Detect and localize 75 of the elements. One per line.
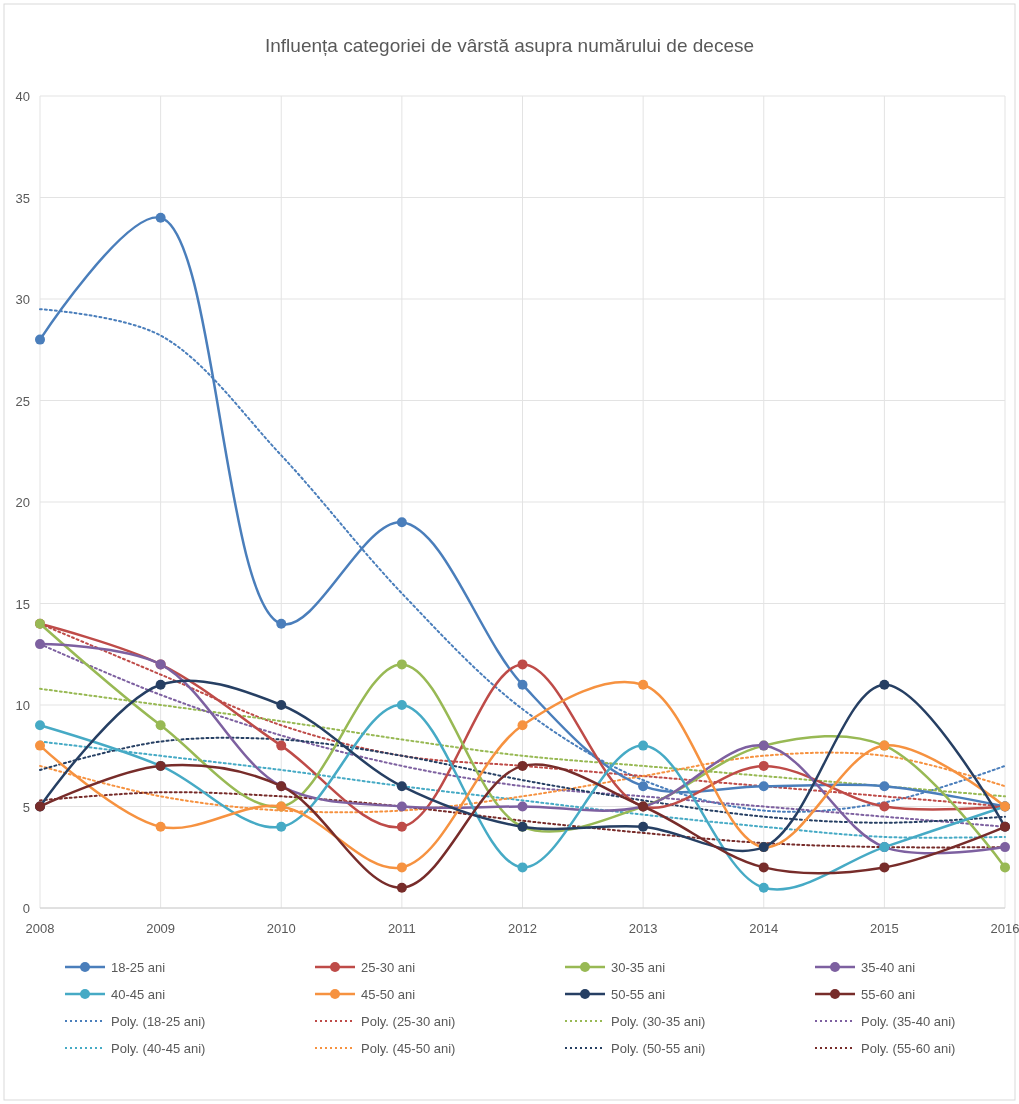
point [638, 679, 649, 690]
point [638, 740, 649, 751]
legend-label: Poly. (18-25 ani) [111, 1014, 206, 1029]
point [396, 821, 407, 832]
point [517, 720, 528, 731]
point [396, 862, 407, 873]
point [155, 679, 166, 690]
x-tick-label: 2012 [508, 921, 537, 936]
point [517, 659, 528, 670]
point [517, 679, 528, 690]
point [758, 760, 769, 771]
x-tick-label: 2008 [25, 921, 55, 936]
point [155, 720, 166, 731]
point [35, 740, 45, 751]
point [879, 679, 890, 690]
legend-label: Poly. (50-55 ani) [611, 1041, 706, 1056]
point [758, 781, 769, 792]
legend-label: 18-25 ani [111, 960, 166, 975]
point [276, 618, 287, 629]
x-tick-label: 2015 [869, 921, 899, 936]
point [396, 882, 407, 893]
point [396, 659, 407, 670]
y-tick-label: 30 [15, 292, 30, 307]
y-tick-label: 35 [15, 190, 30, 206]
point [879, 862, 890, 873]
point [396, 801, 407, 812]
legend-label: Poly. (25-30 ani) [361, 1014, 456, 1029]
point [396, 517, 407, 528]
point [1000, 862, 1010, 873]
point [638, 821, 649, 832]
x-tick-label: 2016 [990, 921, 1019, 936]
legend-label: 50-55 ani [611, 987, 666, 1002]
point [35, 639, 45, 650]
y-tick-label: 10 [15, 698, 30, 713]
chart-title: Influența categoriei de vârstă asupra numărului de decese [264, 35, 755, 56]
legend-label: 55-60 ani [861, 987, 916, 1002]
x-tick-label: 2010 [266, 921, 296, 936]
point [396, 700, 407, 710]
point [517, 801, 528, 812]
point [396, 781, 407, 792]
point [758, 862, 769, 873]
legend-label: 25-30 ani [361, 960, 416, 975]
point [35, 720, 45, 731]
legend-label: Poly. (35-40 ani) [861, 1014, 956, 1029]
legend-label: 45-50 ani [361, 987, 416, 1002]
point [638, 781, 649, 792]
point [517, 760, 528, 771]
legend-label: Poly. (40-45 ani) [111, 1041, 206, 1056]
y-tick-label: 15 [15, 596, 30, 612]
point [155, 212, 166, 223]
y-tick-label: 5 [22, 799, 30, 815]
point [1000, 842, 1010, 853]
x-tick-label: 2009 [146, 921, 176, 936]
point [879, 781, 890, 792]
point [155, 821, 166, 832]
legend-label: Poly. (45-50 ani) [361, 1041, 456, 1056]
point [276, 700, 287, 710]
legend-label: Poly. (55-60 ani) [861, 1041, 956, 1056]
point [276, 821, 287, 832]
x-tick-label: 2013 [628, 921, 658, 936]
legend-label: 30-35 ani [611, 960, 666, 975]
x-tick-label: 2014 [749, 921, 779, 936]
legend-label: 35-40 ani [861, 960, 916, 975]
y-tick-label: 0 [22, 901, 30, 916]
point [758, 882, 769, 893]
x-tick-label: 2011 [387, 921, 416, 936]
y-tick-label: 25 [15, 393, 30, 409]
point [276, 740, 287, 751]
point [517, 862, 528, 873]
point [879, 801, 890, 812]
legend-label: 40-45 ani [111, 987, 166, 1002]
legend-label: Poly. (30-35 ani) [611, 1014, 706, 1029]
y-tick-label: 40 [15, 89, 30, 104]
point [35, 334, 45, 345]
y-tick-label: 20 [15, 495, 30, 510]
